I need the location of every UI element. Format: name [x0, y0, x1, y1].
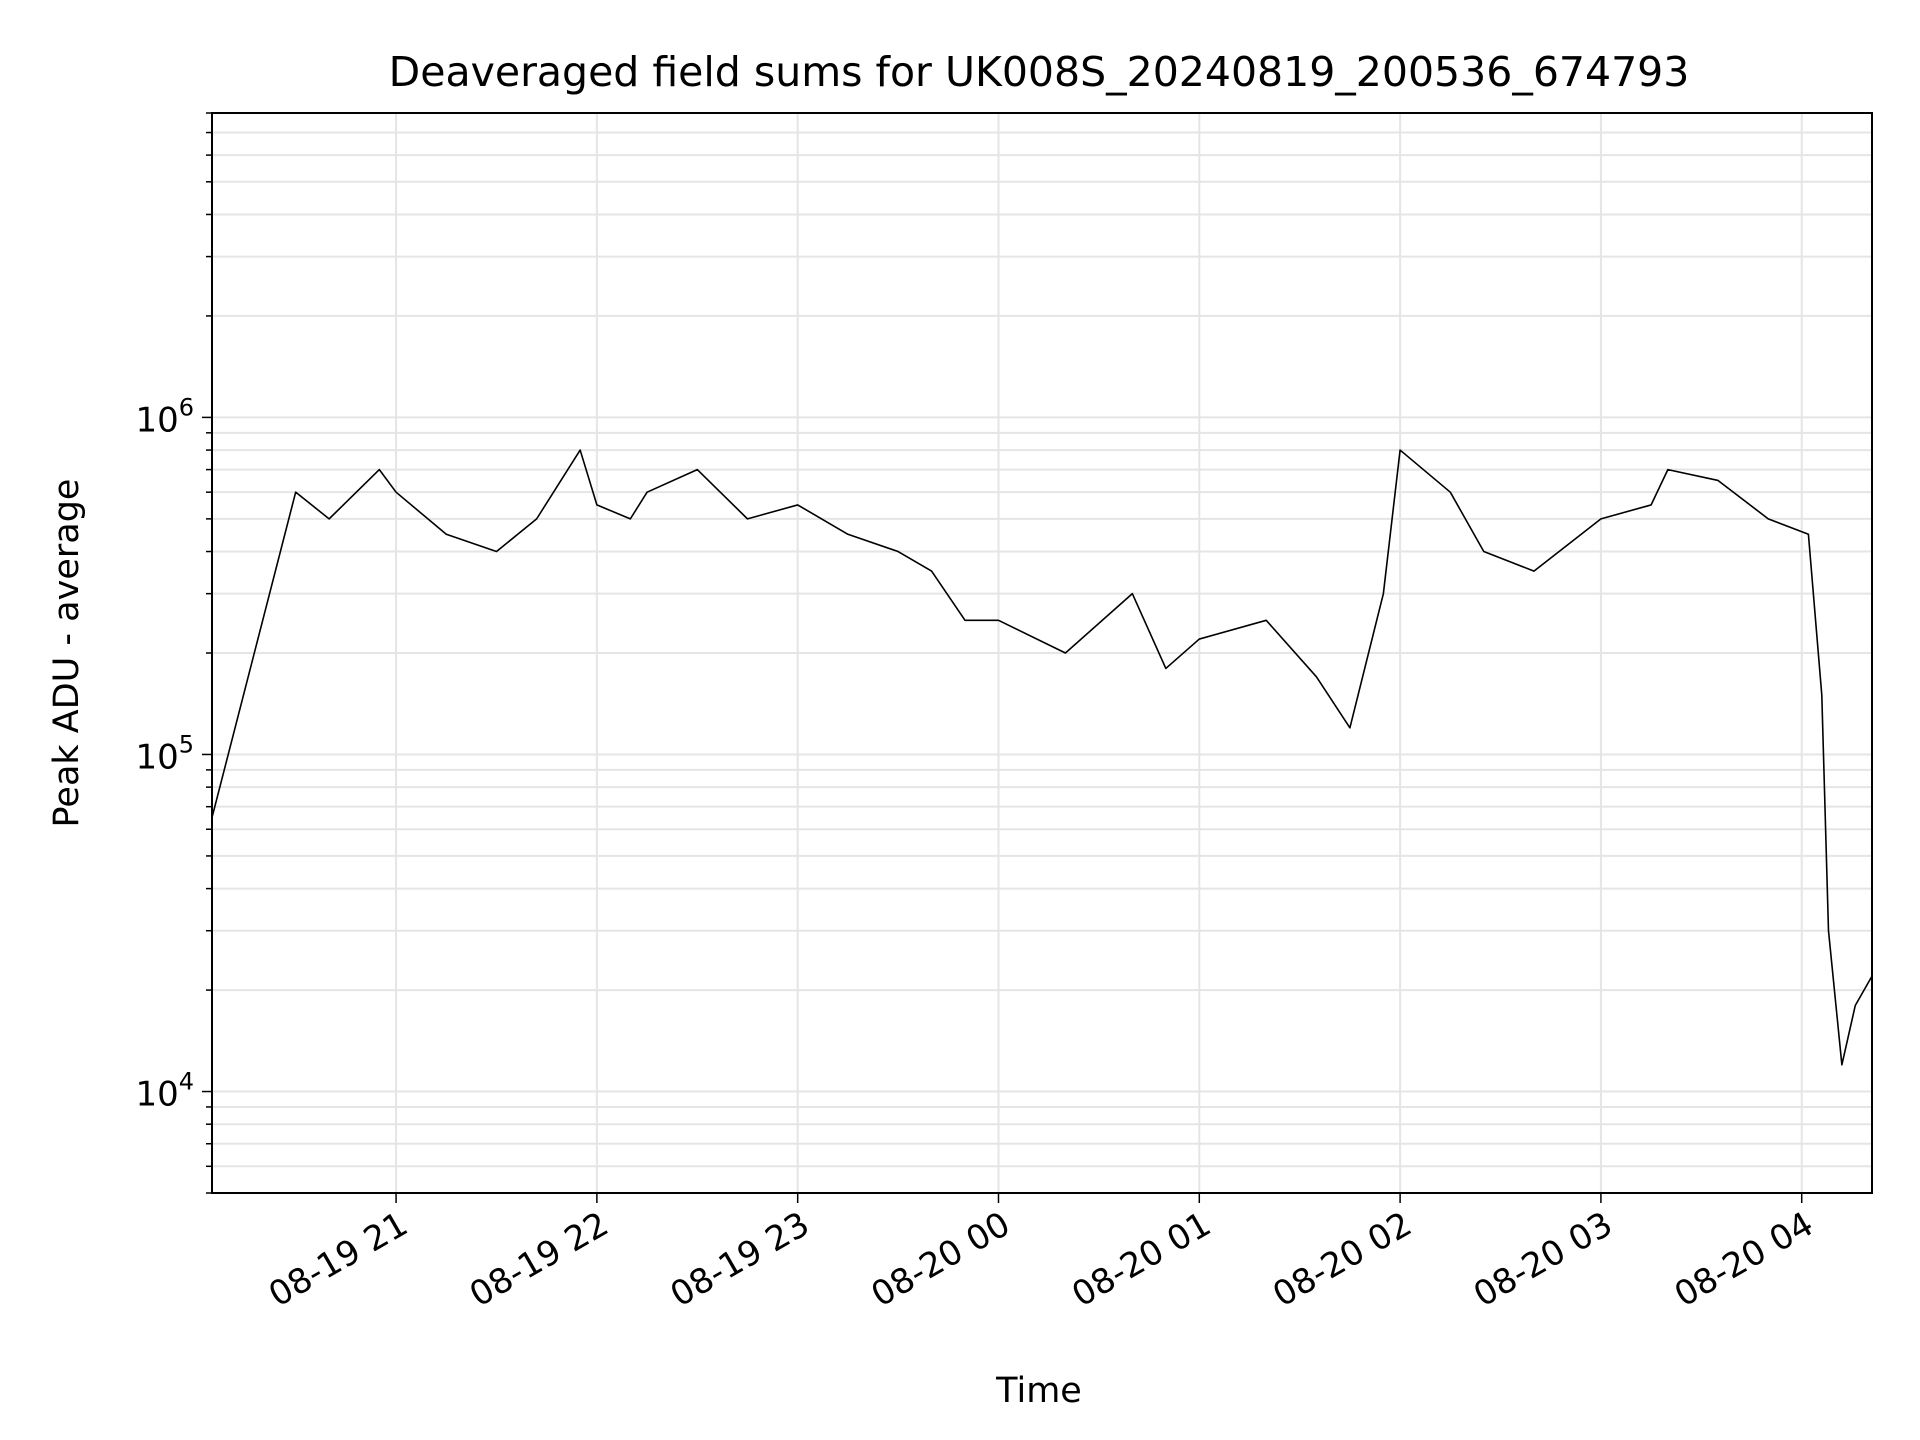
series-line — [211, 449, 1873, 1066]
y-tick-exponent: 6 — [179, 393, 194, 421]
plot-frame — [211, 112, 1873, 1194]
y-tick-label: 104 — [135, 1068, 194, 1115]
chart-title: Deaveraged field sums for UK008S_2024081… — [389, 48, 1690, 96]
y-tick-base: 10 — [135, 400, 178, 440]
y-tick-exponent: 5 — [179, 730, 194, 758]
y-axis-label: Peak ADU - average — [47, 479, 87, 828]
y-tick-label: 105 — [135, 730, 194, 777]
axes — [202, 112, 1873, 1203]
y-tick-exponent: 4 — [179, 1068, 194, 1096]
y-tick-label: 106 — [135, 393, 194, 440]
y-tick-base: 10 — [135, 1075, 178, 1115]
series-layer — [211, 449, 1873, 1066]
x-axis-label: Time — [995, 1371, 1082, 1411]
grid-lines — [212, 112, 1872, 1194]
y-tick-base: 10 — [135, 737, 178, 777]
